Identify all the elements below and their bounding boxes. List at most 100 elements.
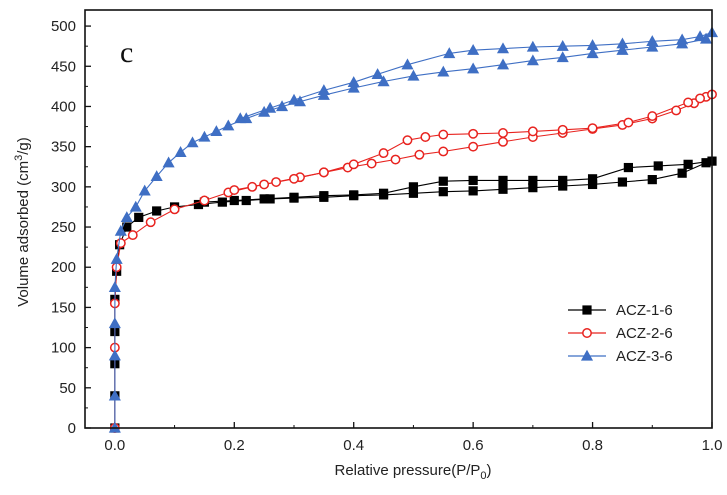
adsorption-point [108, 317, 121, 329]
desorption-point [623, 117, 634, 128]
adsorption-point [496, 58, 510, 70]
desorption-point [527, 126, 538, 137]
y-axis-title-superscript: 3 [13, 155, 25, 161]
desorption-point [319, 191, 329, 201]
plot-frame [84, 9, 713, 429]
desorption-point [676, 33, 689, 45]
desorption-point [616, 37, 629, 49]
adsorption-point [129, 200, 142, 212]
adsorption-point [467, 62, 480, 74]
desorption-point [264, 101, 277, 113]
x-tick-label: 1.0 [702, 437, 723, 454]
desorption-point [647, 111, 658, 122]
axis-ticks: 0.0 0.2 0.4 0.6 0.8 1.0 0 50 100 150 200 250 300 350 4… [51, 18, 722, 454]
adsorption-point [414, 149, 425, 160]
adsorption-point [110, 252, 123, 264]
adsorption-line [114, 38, 707, 428]
desorption-point [438, 176, 448, 186]
adsorption-point [108, 281, 121, 292]
desorption-point [259, 179, 270, 190]
adsorption-point [271, 177, 282, 187]
desorption-point [683, 97, 694, 108]
legend-label: ACZ-3-6 [616, 348, 673, 365]
adsorption-point [169, 204, 180, 215]
desorption-point [683, 159, 693, 169]
adsorption-point [210, 125, 223, 137]
adsorption-point [671, 105, 682, 116]
desorption-point [287, 93, 301, 105]
desorption-point [694, 30, 707, 42]
y-tick-label: 200 [51, 259, 76, 276]
desorption-point [289, 192, 299, 202]
x-axis-title-main: Relative pressure(P/P [334, 462, 480, 479]
desorption-point [234, 112, 247, 124]
legend-marker [582, 305, 592, 315]
adsorption-point [390, 154, 401, 165]
adsorption-point [138, 184, 151, 196]
desorption-point [695, 93, 706, 104]
adsorption-point [647, 175, 657, 185]
y-axis-title: Volume adsorbed (cm3/g) [13, 137, 32, 307]
legend-label: ACZ-1-6 [616, 302, 673, 319]
y-tick-label: 100 [51, 340, 76, 357]
desorption-point [498, 128, 508, 138]
adsorption-point [150, 170, 163, 182]
adsorption-point [174, 146, 187, 157]
desorption-point [557, 124, 568, 135]
y-tick-label: 150 [51, 299, 76, 316]
y-tick-label: 0 [68, 420, 76, 437]
desorption-point [259, 194, 269, 204]
y-tick-label: 400 [51, 98, 76, 115]
adsorption-point [222, 119, 235, 131]
adsorption-point [114, 224, 127, 236]
adsorption-point [646, 40, 659, 52]
x-tick-label: 0.0 [104, 437, 125, 454]
adsorption-point [186, 136, 199, 148]
desorption-point [289, 173, 299, 184]
adsorption-line [114, 96, 707, 428]
adsorption-point [498, 136, 508, 147]
desorption-point [401, 58, 414, 70]
desorption-point [317, 84, 330, 96]
adsorption-point [438, 187, 448, 197]
desorption-point [587, 174, 598, 184]
x-tick-label: 0.6 [463, 437, 484, 454]
x-tick-label: 0.4 [343, 437, 364, 454]
desorption-point [623, 162, 634, 173]
legend: ACZ-1-6 ACZ-2-6 ACZ-3-6 [568, 302, 673, 365]
adsorption-point [616, 43, 629, 55]
y-tick-label: 50 [59, 380, 76, 397]
x-tick-label: 0.8 [582, 437, 603, 454]
adsorption-point [526, 54, 539, 66]
desorption-point [558, 175, 568, 186]
desorption-point [653, 161, 663, 171]
desorption-line [240, 31, 713, 120]
adsorption-point [556, 51, 569, 63]
legend-marker [582, 328, 592, 338]
legend-entry: ACZ-2-6 [568, 325, 673, 342]
series-acz-1-6 [110, 156, 717, 433]
adsorption-point [347, 81, 360, 93]
panel-label: c [120, 36, 133, 69]
adsorption-point [276, 100, 289, 112]
desorption-point [526, 40, 539, 52]
x-axis-title: Relative pressure(P/P0) [334, 462, 491, 482]
y-tick-label: 500 [51, 18, 76, 35]
adsorption-point [437, 65, 450, 77]
desorption-point [420, 132, 431, 142]
desorption-point [229, 185, 240, 196]
legend-entry: ACZ-1-6 [568, 302, 673, 319]
adsorption-point [617, 177, 628, 187]
desorption-point [443, 47, 456, 59]
desorption-point [496, 42, 510, 54]
desorption-point [378, 188, 389, 198]
y-tick-label: 450 [51, 58, 76, 75]
adsorption-point [199, 195, 210, 206]
adsorption-point [198, 130, 211, 142]
desorption-point [468, 128, 479, 139]
desorption-point [646, 35, 659, 47]
adsorption-point [241, 195, 251, 206]
x-axis-title-subscript: 0 [480, 470, 486, 482]
desorption-point [318, 167, 329, 178]
